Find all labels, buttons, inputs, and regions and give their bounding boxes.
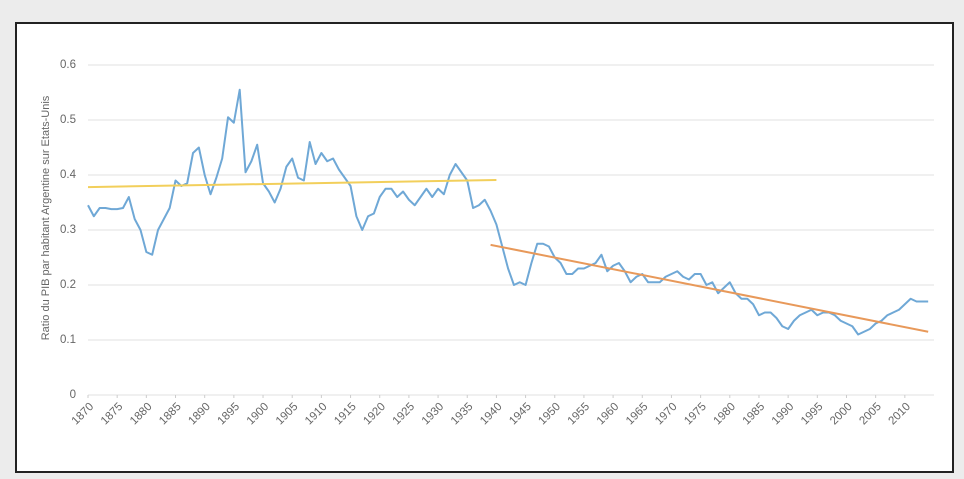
data-line [87, 88, 929, 336]
x-tick-label: 1900 [245, 401, 272, 428]
y-axis-label: Ratio du PIB par habitant Argentine sur … [40, 95, 52, 340]
x-tick-label: 1945 [507, 401, 534, 428]
x-tick-label: 1940 [478, 401, 505, 428]
chart-frame [15, 22, 954, 473]
x-tick-label: 1905 [274, 401, 301, 428]
x-tick-label: 1870 [70, 401, 97, 428]
x-tick-label: 1975 [682, 401, 709, 428]
x-tick-label: 1980 [711, 401, 738, 428]
y-tick-label: 0.6 [60, 59, 76, 71]
x-tick-label: 1955 [566, 401, 593, 428]
x-tick-label: 1950 [536, 401, 563, 428]
x-tick-label: 1935 [449, 401, 476, 428]
x-tick-label: 1990 [770, 401, 797, 428]
x-tick-label: 1965 [624, 401, 651, 428]
x-tick-label: 2010 [887, 401, 914, 428]
x-tick-label: 1890 [186, 401, 213, 428]
x-tick-label: 1985 [741, 401, 768, 428]
y-tick-label: 0.3 [60, 224, 76, 236]
y-tick-label: 0.4 [60, 169, 77, 181]
y-tick-label: 0.2 [60, 279, 76, 291]
x-tick-label: 1915 [332, 401, 359, 428]
x-tick-label: 1885 [157, 401, 184, 428]
x-tick-label: 1960 [595, 401, 622, 428]
x-tick-label: 1875 [99, 401, 126, 428]
y-tick-label: 0 [70, 389, 76, 401]
x-tick-label: 1880 [128, 401, 155, 428]
trend-line [87, 178, 497, 189]
y-tick-label: 0.1 [60, 334, 76, 346]
x-tick-label: 2005 [857, 401, 884, 428]
x-tick-label: 1995 [799, 401, 826, 428]
x-tick-label: 1920 [361, 401, 388, 428]
x-tick-label: 1895 [216, 401, 243, 428]
x-tick-label: 1930 [420, 401, 447, 428]
x-tick-label: 2000 [828, 401, 855, 428]
x-tick-label: 1925 [391, 401, 418, 428]
x-tick-label: 1970 [653, 401, 680, 428]
trend-line [490, 243, 929, 333]
y-tick-label: 0.5 [60, 114, 76, 126]
x-tick-label: 1910 [303, 401, 330, 428]
